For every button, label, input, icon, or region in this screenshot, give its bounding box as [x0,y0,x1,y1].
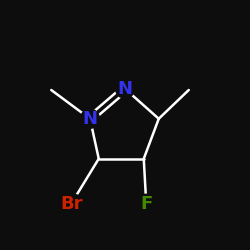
Text: Br: Br [60,195,82,213]
Text: N: N [118,80,132,98]
Ellipse shape [80,109,100,128]
Text: F: F [140,195,152,213]
Ellipse shape [56,194,86,213]
Text: N: N [82,110,98,128]
Ellipse shape [116,79,134,98]
Ellipse shape [139,194,154,213]
